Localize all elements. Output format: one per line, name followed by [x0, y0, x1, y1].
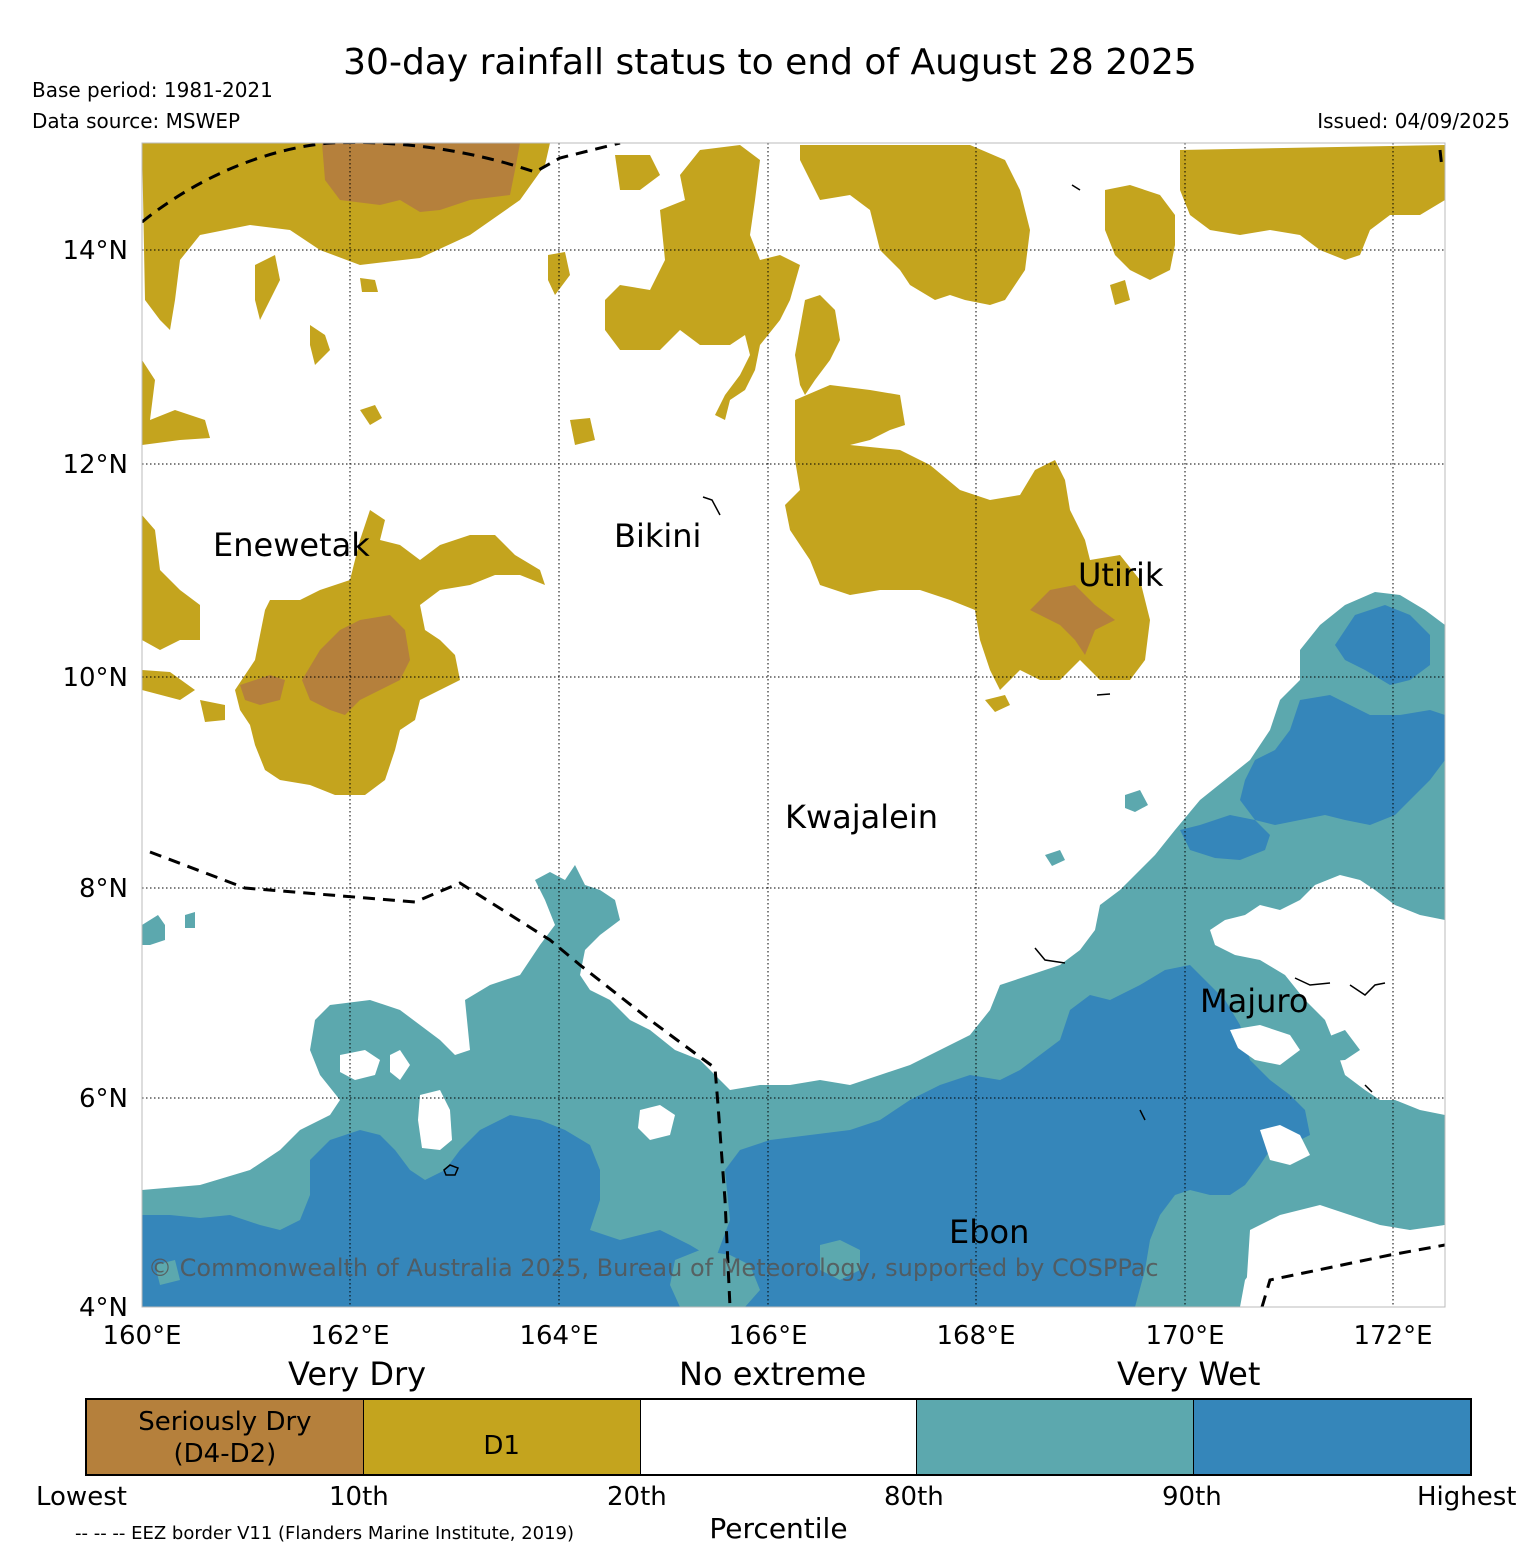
legend-segment-label: Seriously Dry (D4-D2) — [138, 1407, 312, 1469]
percentile-label-highest: Highest — [1417, 1482, 1517, 1512]
latitude-ticks: 14°N 12°N 10°N 8°N 6°N 4°N — [62, 236, 128, 1323]
legend-colorbar: Seriously Dry (D4-D2) D1 — [85, 1398, 1472, 1476]
place-label-kwajalein: Kwajalein — [785, 798, 938, 836]
lat-tick-label: 10°N — [62, 663, 128, 693]
place-label-ebon: Ebon — [949, 1213, 1029, 1251]
legend-segment-wet — [917, 1400, 1195, 1474]
issued-date: Issued: 04/09/2025 — [1317, 109, 1510, 133]
eez-note: -- -- -- EEZ border V11 (Flanders Marine… — [75, 1523, 575, 1544]
no-extreme-holes — [340, 900, 1445, 1307]
percentile-axis-label: Percentile — [709, 1512, 848, 1545]
legend-segment-label: D1 — [483, 1431, 520, 1461]
data-source: Data source: MSWEP — [32, 109, 241, 133]
lon-tick-label: 162°E — [310, 1321, 389, 1351]
longitude-ticks: 160°E 162°E 164°E 166°E 168°E 170°E 172°… — [102, 1321, 1432, 1351]
seriously-dry-region — [240, 143, 1115, 715]
very-wet-region — [142, 605, 1445, 1307]
map-title: 30-day rainfall status to end of August … — [343, 42, 1197, 83]
wet-patches — [155, 1240, 1240, 1307]
legend-category-no-extreme: No extreme — [679, 1355, 867, 1393]
graticule — [142, 143, 1445, 1307]
percentile-label-lowest: Lowest — [36, 1482, 127, 1512]
lat-tick-label: 12°N — [62, 450, 128, 480]
place-label-enewetak: Enewetak — [213, 526, 370, 564]
map-frame — [141, 142, 1446, 1308]
percentile-label-10th: 10th — [329, 1482, 389, 1512]
legend-segment-seriously-dry: Seriously Dry (D4-D2) — [87, 1400, 364, 1474]
place-labels: Enewetak Bikini Utirik Kwajalein Majuro … — [213, 517, 1308, 1251]
percentile-label-80th: 80th — [884, 1482, 944, 1512]
legend-segment-very-wet — [1194, 1400, 1470, 1474]
lat-tick-label: 4°N — [79, 1293, 128, 1323]
place-label-utirik: Utirik — [1078, 556, 1164, 594]
place-label-bikini: Bikini — [614, 517, 701, 555]
copyright-notice: © Commonwealth of Australia 2025, Bureau… — [148, 1254, 1159, 1282]
lon-tick-label: 160°E — [102, 1321, 181, 1351]
lon-tick-label: 164°E — [519, 1321, 598, 1351]
percentile-label-90th: 90th — [1162, 1482, 1222, 1512]
lon-tick-label: 166°E — [728, 1321, 807, 1351]
island-coastlines — [443, 184, 1386, 1176]
lat-tick-label: 8°N — [79, 874, 128, 904]
legend-category-very-wet: Very Wet — [1117, 1355, 1261, 1393]
lon-tick-label: 168°E — [936, 1321, 1015, 1351]
eez-border — [142, 143, 1445, 1307]
base-period: Base period: 1981-2021 — [32, 78, 273, 102]
legend-segment-no-extreme — [640, 1400, 918, 1474]
place-label-majuro: Majuro — [1200, 982, 1308, 1020]
legend-segment-d1: D1 — [363, 1400, 641, 1474]
lon-tick-label: 172°E — [1353, 1321, 1432, 1351]
lat-tick-label: 14°N — [62, 236, 128, 266]
legend-category-very-dry: Very Dry — [288, 1355, 427, 1393]
lat-tick-label: 6°N — [79, 1084, 128, 1114]
lon-tick-label: 170°E — [1145, 1321, 1224, 1351]
percentile-label-20th: 20th — [607, 1482, 667, 1512]
